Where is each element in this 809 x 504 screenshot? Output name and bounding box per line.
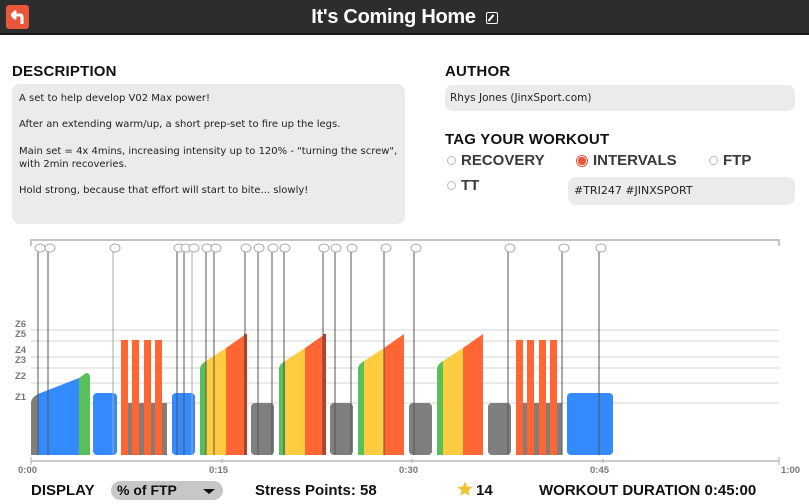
zone-label-z4: Z4 xyxy=(15,345,27,356)
time-tick: 0:30 xyxy=(399,465,419,476)
hashtags-input[interactable]: #TRI247 #JINXSPORT xyxy=(568,177,795,205)
title-bar: It's Coming Home xyxy=(0,0,809,35)
zone-label-z6: Z6 xyxy=(15,319,27,330)
chevron-down-icon xyxy=(203,489,215,494)
time-tick: 0:00 xyxy=(18,465,38,476)
radio-unchecked-icon xyxy=(447,181,456,190)
description-paragraph: A set to help develop V02 Max power! xyxy=(19,93,211,104)
time-tick: 1:00 xyxy=(781,465,801,476)
workout-title: It's Coming Home xyxy=(311,6,476,28)
tag-tt-radio[interactable]: TT xyxy=(447,177,479,194)
zone-label-z3: Z3 xyxy=(15,355,27,366)
zone-label-z1: Z1 xyxy=(15,392,27,403)
tag-recovery-radio[interactable]: RECOVERY xyxy=(447,152,545,169)
author-label: AUTHOR xyxy=(445,63,511,80)
description-paragraph: Main set = 4x 4mins, increasing intensit… xyxy=(19,145,398,170)
radio-checked-icon xyxy=(576,154,588,167)
tag-workout-label: TAG YOUR WORKOUT xyxy=(445,131,610,148)
description-label: DESCRIPTION xyxy=(12,63,117,80)
tag-intervals-radio[interactable]: INTERVALS xyxy=(576,152,677,169)
author-input[interactable]: Rhys Jones (JinxSport.com) xyxy=(445,85,795,111)
description-paragraph: After an extending warm/up, a short prep… xyxy=(19,119,341,131)
tag-label: RECOVERY xyxy=(461,152,545,169)
display-dropdown-value: % of FTP xyxy=(117,482,177,498)
tag-ftp-radio[interactable]: FTP xyxy=(709,152,751,169)
stress-points: Stress Points: 58 xyxy=(255,482,377,499)
zone-label-z5: Z5 xyxy=(15,329,27,340)
title-wrap: It's Coming Home xyxy=(0,0,809,35)
zone-label-z2: Z2 xyxy=(15,371,27,382)
description-paragraph: Hold strong, because that effort will st… xyxy=(19,185,309,197)
workout-chart-svg xyxy=(30,239,780,465)
edit-icon[interactable] xyxy=(485,11,498,24)
time-tick: 0:15 xyxy=(209,465,229,476)
star-icon xyxy=(456,480,474,502)
radio-unchecked-icon xyxy=(709,156,718,165)
back-arrow-icon xyxy=(10,9,23,24)
workout-duration: WORKOUT DURATION 0:45:00 xyxy=(539,482,757,499)
star-count: 14 xyxy=(476,482,493,499)
tag-label: INTERVALS xyxy=(593,152,677,169)
radio-unchecked-icon xyxy=(447,156,456,165)
display-label: DISPLAY xyxy=(31,482,95,499)
time-tick: 0:45 xyxy=(590,465,610,476)
tag-label: TT xyxy=(461,177,480,194)
display-dropdown[interactable]: % of FTP xyxy=(111,481,223,500)
back-button[interactable] xyxy=(6,5,29,29)
tag-label: FTP xyxy=(723,152,752,169)
footer-bar: DISPLAY % of FTP Stress Points: 58 14 WO… xyxy=(0,478,809,504)
description-textarea[interactable]: A set to help develop V02 Max power! Aft… xyxy=(12,84,405,224)
workout-chart[interactable]: Z6 Z5 Z4 Z3 Z2 Z1 0:00 0:15 0:30 0:45 1:… xyxy=(0,236,809,476)
